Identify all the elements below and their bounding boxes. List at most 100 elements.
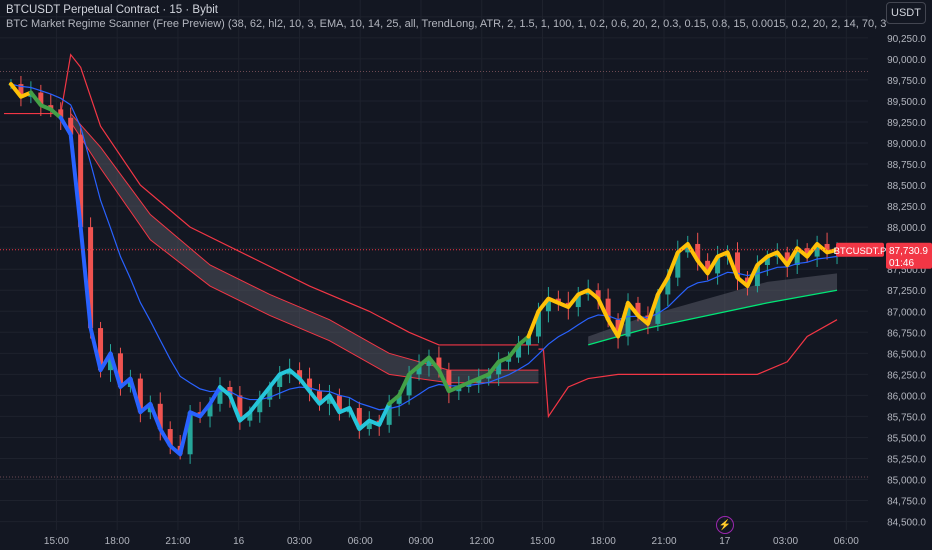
candle-body xyxy=(297,370,303,379)
candle-body xyxy=(406,374,412,396)
candle-body xyxy=(366,420,372,430)
currency-button[interactable]: USDT xyxy=(886,2,926,24)
candle-body xyxy=(117,353,123,387)
candle-body xyxy=(58,109,64,118)
candle-body xyxy=(396,395,402,404)
y-tick-label: 84,500.0 xyxy=(887,518,926,529)
x-tick-label: 03:00 xyxy=(773,536,798,547)
candle-body xyxy=(217,386,223,404)
candle-body xyxy=(675,252,681,278)
candle-body xyxy=(446,370,452,392)
indicator-legend[interactable]: BTC Market Regime Scanner (Free Preview)… xyxy=(6,18,886,30)
candle-body xyxy=(665,277,671,295)
candle-body xyxy=(137,378,143,413)
candle-body xyxy=(715,256,721,274)
candle-body xyxy=(535,311,541,337)
x-tick-label: 21:00 xyxy=(165,536,190,547)
candle-body xyxy=(605,298,611,320)
candle-body xyxy=(38,92,44,106)
y-tick-label: 87,000.0 xyxy=(887,307,926,318)
candle-body xyxy=(436,357,442,371)
candle-body xyxy=(68,117,74,135)
x-tick-label: 15:00 xyxy=(530,536,555,547)
y-tick-label: 89,500.0 xyxy=(887,97,926,108)
y-tick-label: 85,250.0 xyxy=(887,454,926,465)
x-tick-label: 03:00 xyxy=(287,536,312,547)
candle-body xyxy=(824,243,830,253)
y-tick-label: 87,500.0 xyxy=(887,265,926,276)
candle-body xyxy=(695,243,701,261)
cloud-lower-line xyxy=(70,121,539,384)
x-tick-label: 21:00 xyxy=(652,536,677,547)
x-tick-label: 12:00 xyxy=(469,536,494,547)
symbol-label-box xyxy=(836,242,884,257)
candle-body xyxy=(615,319,621,337)
x-tick-label: 16 xyxy=(233,536,245,547)
x-tick-label: 15:00 xyxy=(44,536,69,547)
x-tick-label: 09:00 xyxy=(408,536,433,547)
candle-body xyxy=(625,302,631,337)
x-tick-label: 06:00 xyxy=(348,536,373,547)
regime-line-green xyxy=(28,90,63,120)
y-tick-label: 88,000.0 xyxy=(887,223,926,234)
price-label: 87,730.9 xyxy=(889,246,928,257)
y-tick-label: 86,750.0 xyxy=(887,328,926,339)
candle-body xyxy=(98,328,104,371)
candle-body xyxy=(685,243,691,253)
candle-body xyxy=(784,252,790,265)
lightning-icon[interactable]: ⚡ xyxy=(716,516,734,534)
candle-body xyxy=(655,294,661,324)
candle-body xyxy=(416,365,422,375)
candle-body xyxy=(496,361,502,375)
y-tick-label: 85,750.0 xyxy=(887,412,926,423)
candle-body xyxy=(526,336,531,345)
candle-body xyxy=(545,298,551,312)
candle-body xyxy=(764,256,770,265)
candle-body xyxy=(595,290,601,299)
y-tick-label: 85,500.0 xyxy=(887,433,926,444)
candle-body xyxy=(794,248,800,265)
y-tick-label: 90,250.0 xyxy=(887,34,926,45)
ema-blue-line xyxy=(10,83,838,411)
candle-body xyxy=(277,374,283,387)
x-tick-label: 18:00 xyxy=(591,536,616,547)
symbol-title[interactable]: BTCUSDT Perpetual Contract · 15 · Bybit xyxy=(6,4,218,16)
y-tick-label: 84,750.0 xyxy=(887,497,926,508)
candle-body xyxy=(804,248,810,257)
x-tick-label: 17 xyxy=(719,536,731,547)
y-tick-label: 86,000.0 xyxy=(887,391,926,402)
candle-body xyxy=(257,399,263,413)
price-label-box xyxy=(886,242,932,269)
regime-line-blue xyxy=(58,115,222,457)
candle-body xyxy=(18,84,24,97)
regime-line-yellow xyxy=(526,241,840,339)
candle-body xyxy=(356,408,362,430)
regime-line-yellow-start xyxy=(8,82,33,99)
y-tick-label: 88,250.0 xyxy=(887,202,926,213)
y-tick-label: 85,000.0 xyxy=(887,476,926,487)
x-tick-label: 06:00 xyxy=(834,536,859,547)
y-tick-label: 86,250.0 xyxy=(887,370,926,381)
candle-body xyxy=(237,395,243,421)
regime-line-cyan xyxy=(217,368,392,432)
candle-body xyxy=(326,395,332,404)
regime-line-green-mid xyxy=(387,334,531,406)
y-tick-label: 89,000.0 xyxy=(887,139,926,150)
candle-body xyxy=(516,344,522,358)
candle-body xyxy=(317,391,322,404)
y-tick-label: 88,500.0 xyxy=(887,181,926,192)
upper-band-line xyxy=(4,53,539,346)
lower-band-line xyxy=(538,319,838,419)
candle-body xyxy=(108,353,113,371)
y-tick-label: 90,000.0 xyxy=(887,55,926,66)
candle-body xyxy=(575,294,581,308)
countdown-label: 01:46 xyxy=(889,258,914,269)
y-tick-label: 89,750.0 xyxy=(887,76,926,87)
y-tick-label: 88,750.0 xyxy=(887,160,926,171)
candle-body xyxy=(267,386,273,400)
candle-body xyxy=(167,429,173,446)
symbol-label: BTCUSDT.P xyxy=(834,246,887,257)
candle-body xyxy=(187,412,193,455)
